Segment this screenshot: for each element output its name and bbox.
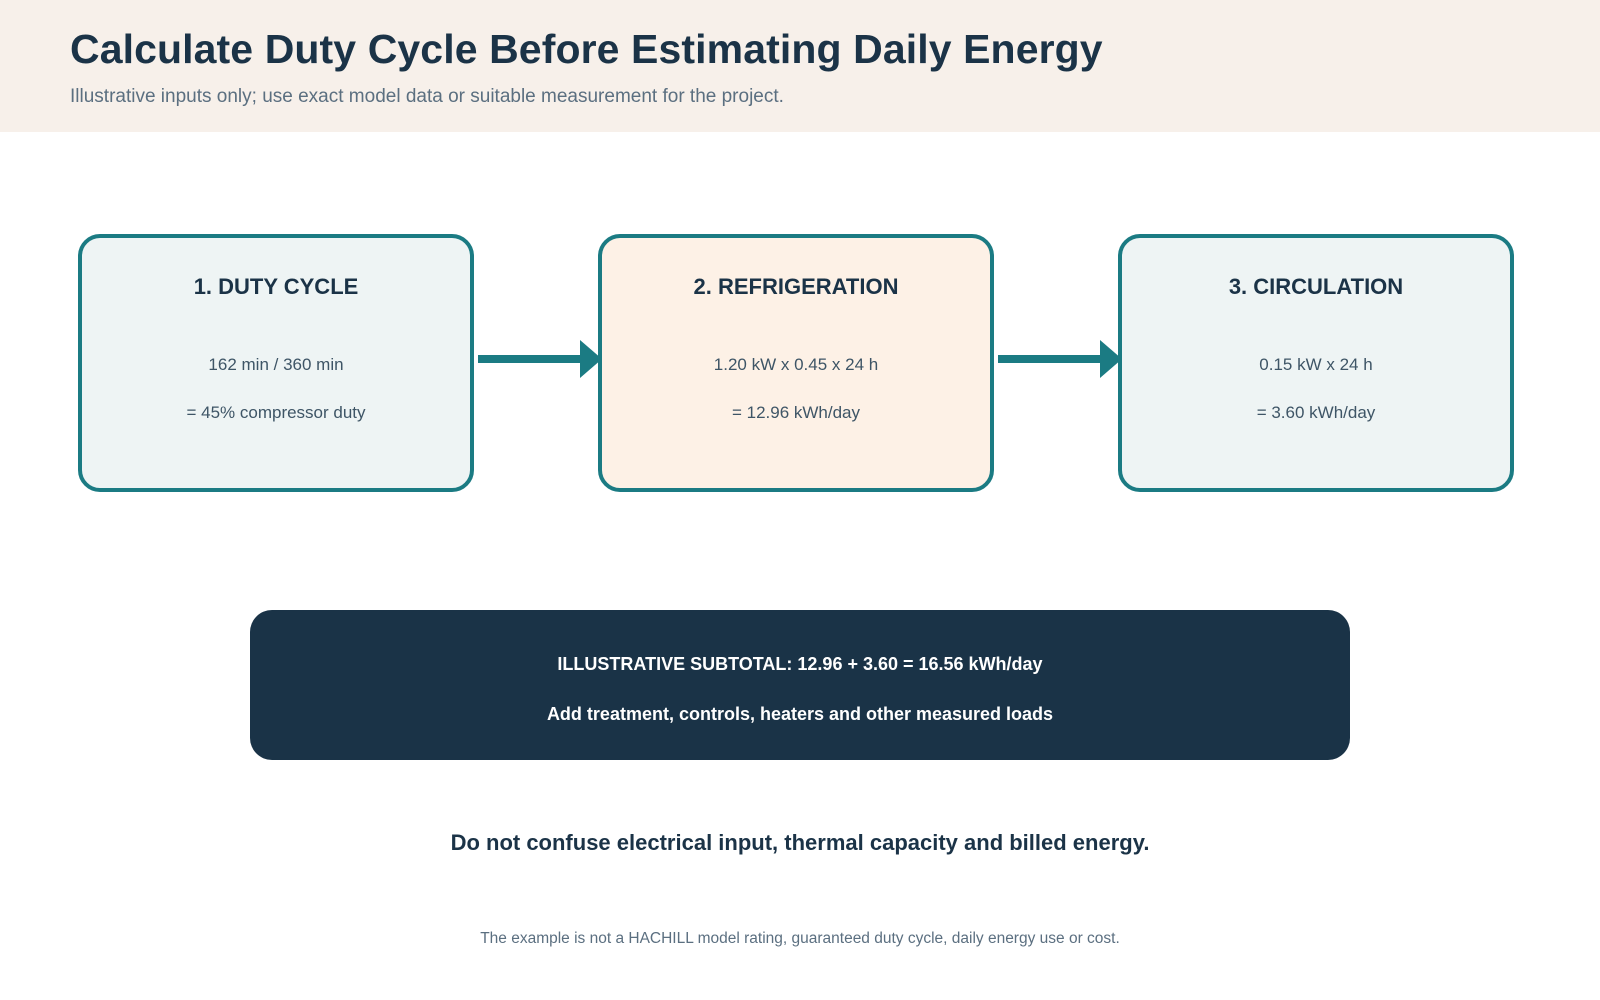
step-formula: 1.20 kW x 0.45 x 24 h	[713, 355, 879, 374]
flow-arrow-icon	[478, 340, 602, 378]
subtotal-panel: ILLUSTRATIVE SUBTOTAL: 12.96 + 3.60 = 16…	[250, 610, 1350, 760]
page-subtitle: Illustrative inputs only; use exact mode…	[70, 86, 784, 107]
step-title: 1. DUTY CYCLE	[193, 274, 359, 299]
step-box-duty-cycle: 1. DUTY CYCLE 162 min / 360 min = 45% co…	[78, 234, 474, 492]
step-formula: 0.15 kW x 24 h	[1259, 355, 1373, 374]
step-formula: 162 min / 360 min	[208, 355, 344, 374]
step-box-refrigeration: 2. REFRIGERATION 1.20 kW x 0.45 x 24 h =…	[598, 234, 994, 492]
step-box-circulation: 3. CIRCULATION 0.15 kW x 24 h = 3.60 kWh…	[1118, 234, 1514, 492]
step-result: = 3.60 kWh/day	[1256, 403, 1376, 422]
disclaimer-footnote: The example is not a HACHILL model ratin…	[480, 930, 1120, 947]
warning-text: Do not confuse electrical input, thermal…	[450, 830, 1150, 855]
step-title: 2. REFRIGERATION	[693, 274, 899, 299]
step-result: = 12.96 kWh/day	[731, 403, 861, 422]
flow-arrow-icon	[998, 340, 1122, 378]
subtotal-text: ILLUSTRATIVE SUBTOTAL: 12.96 + 3.60 = 16…	[557, 654, 1043, 674]
page-title: Calculate Duty Cycle Before Estimating D…	[70, 26, 1103, 72]
header-banner: Calculate Duty Cycle Before Estimating D…	[0, 0, 1600, 132]
step-title: 3. CIRCULATION	[1228, 274, 1404, 299]
additional-loads-note: Add treatment, controls, heaters and oth…	[546, 704, 1054, 724]
step-result: = 45% compressor duty	[186, 403, 366, 422]
